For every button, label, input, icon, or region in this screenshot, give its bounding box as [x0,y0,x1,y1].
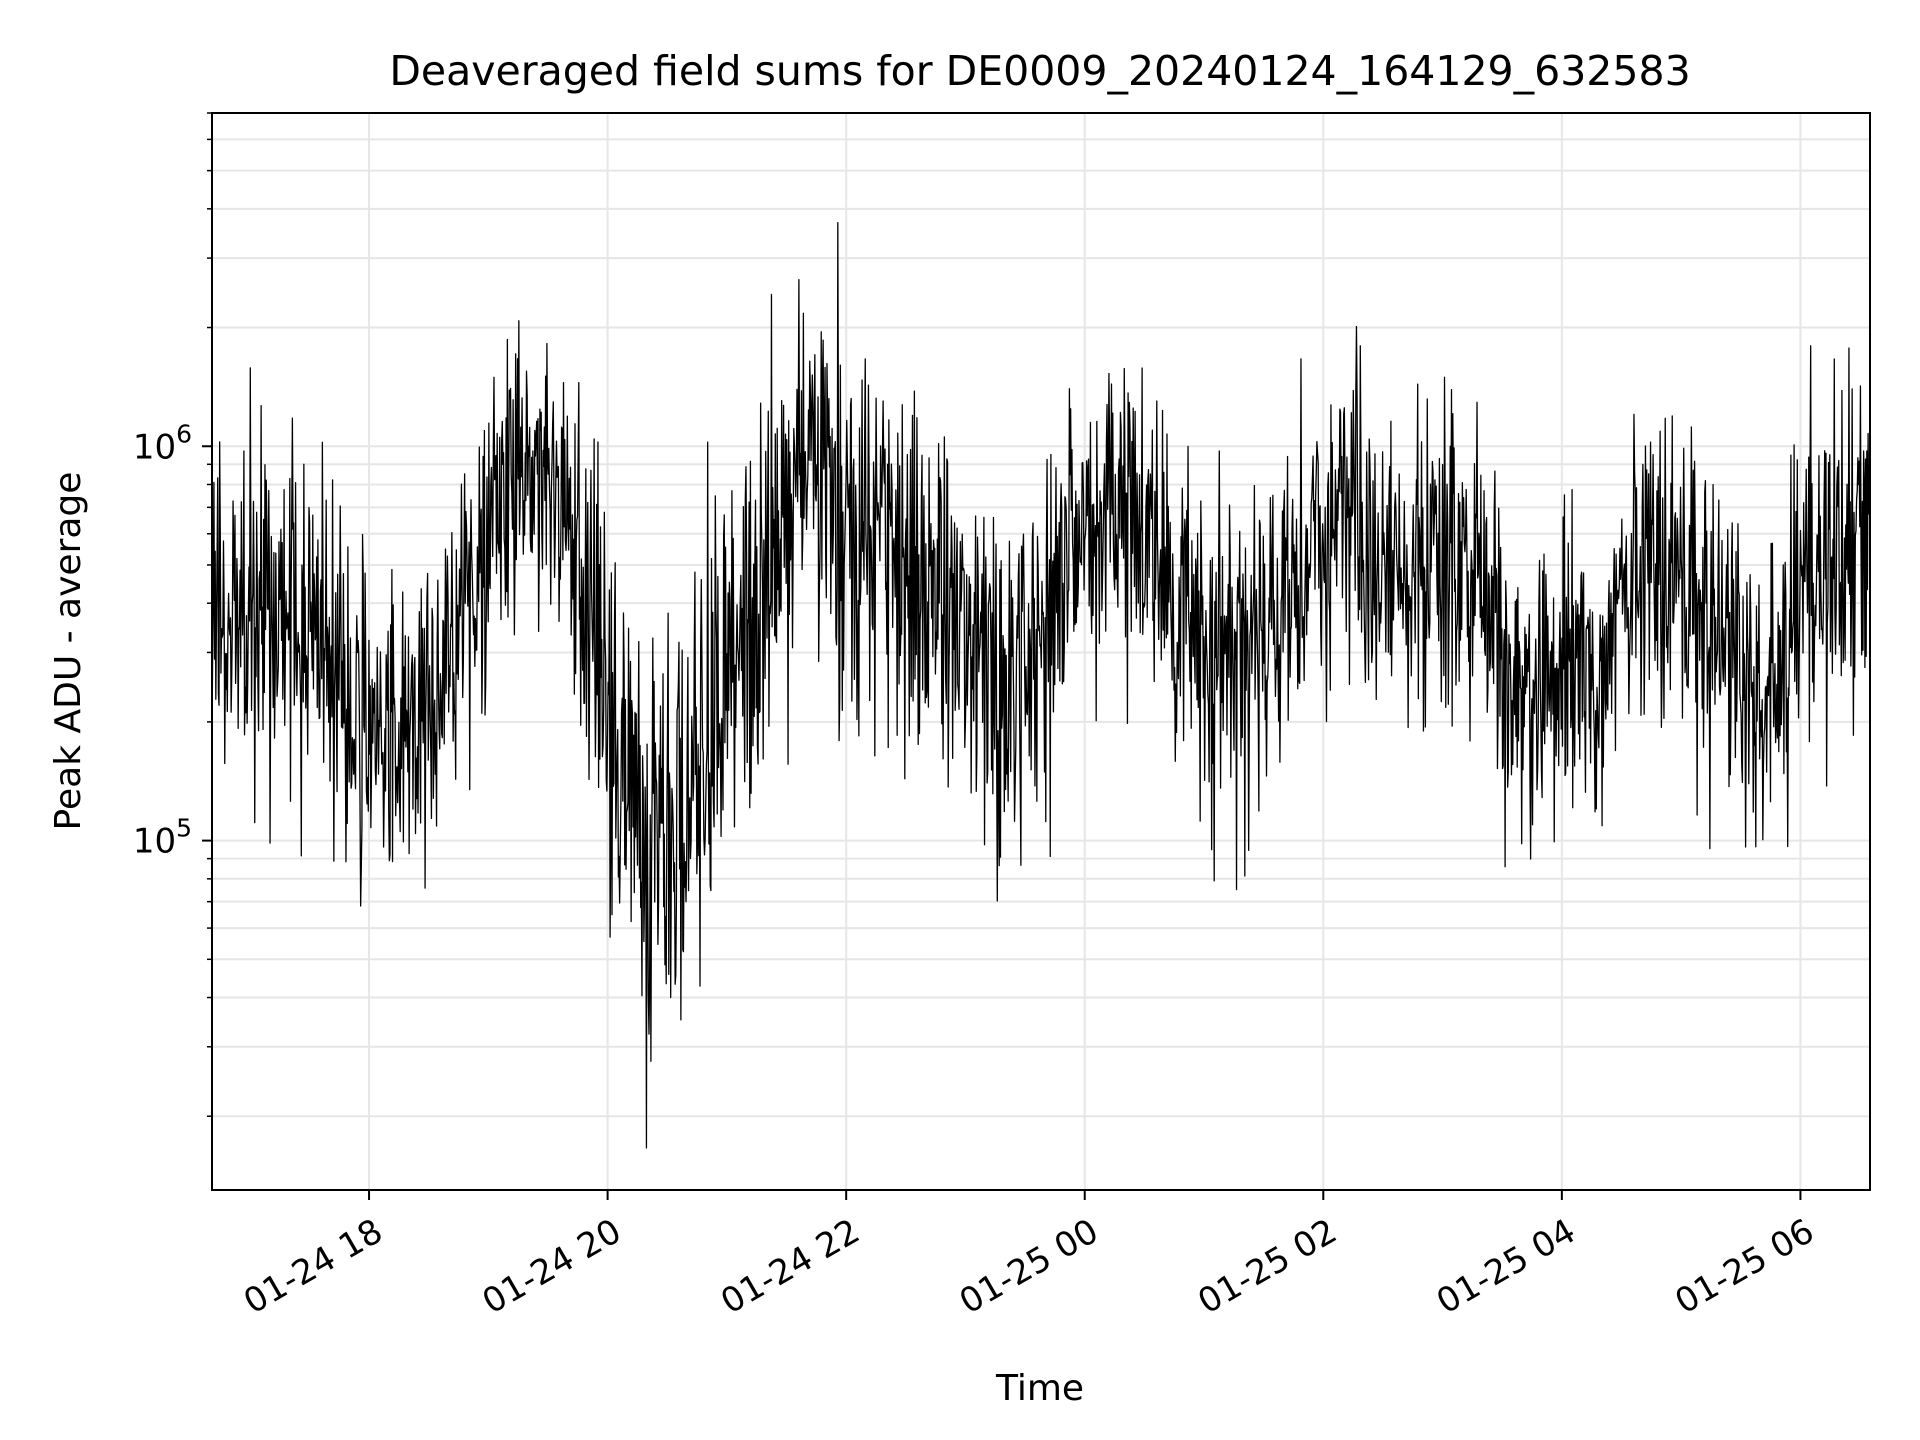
y-tick-label: 105 [133,814,192,862]
y-tick-label: 106 [133,419,192,467]
series-line [211,221,1871,1149]
plot-frame [211,112,1871,1191]
data-series [211,221,1871,1149]
y-axis-ticks: 105 106 [133,112,212,1117]
x-axis-label: Time [995,1368,1084,1409]
chart-title: Deaveraged field sums for DE0009_2024012… [389,47,1690,95]
y-axis-label: Peak ADU - average [48,472,89,831]
